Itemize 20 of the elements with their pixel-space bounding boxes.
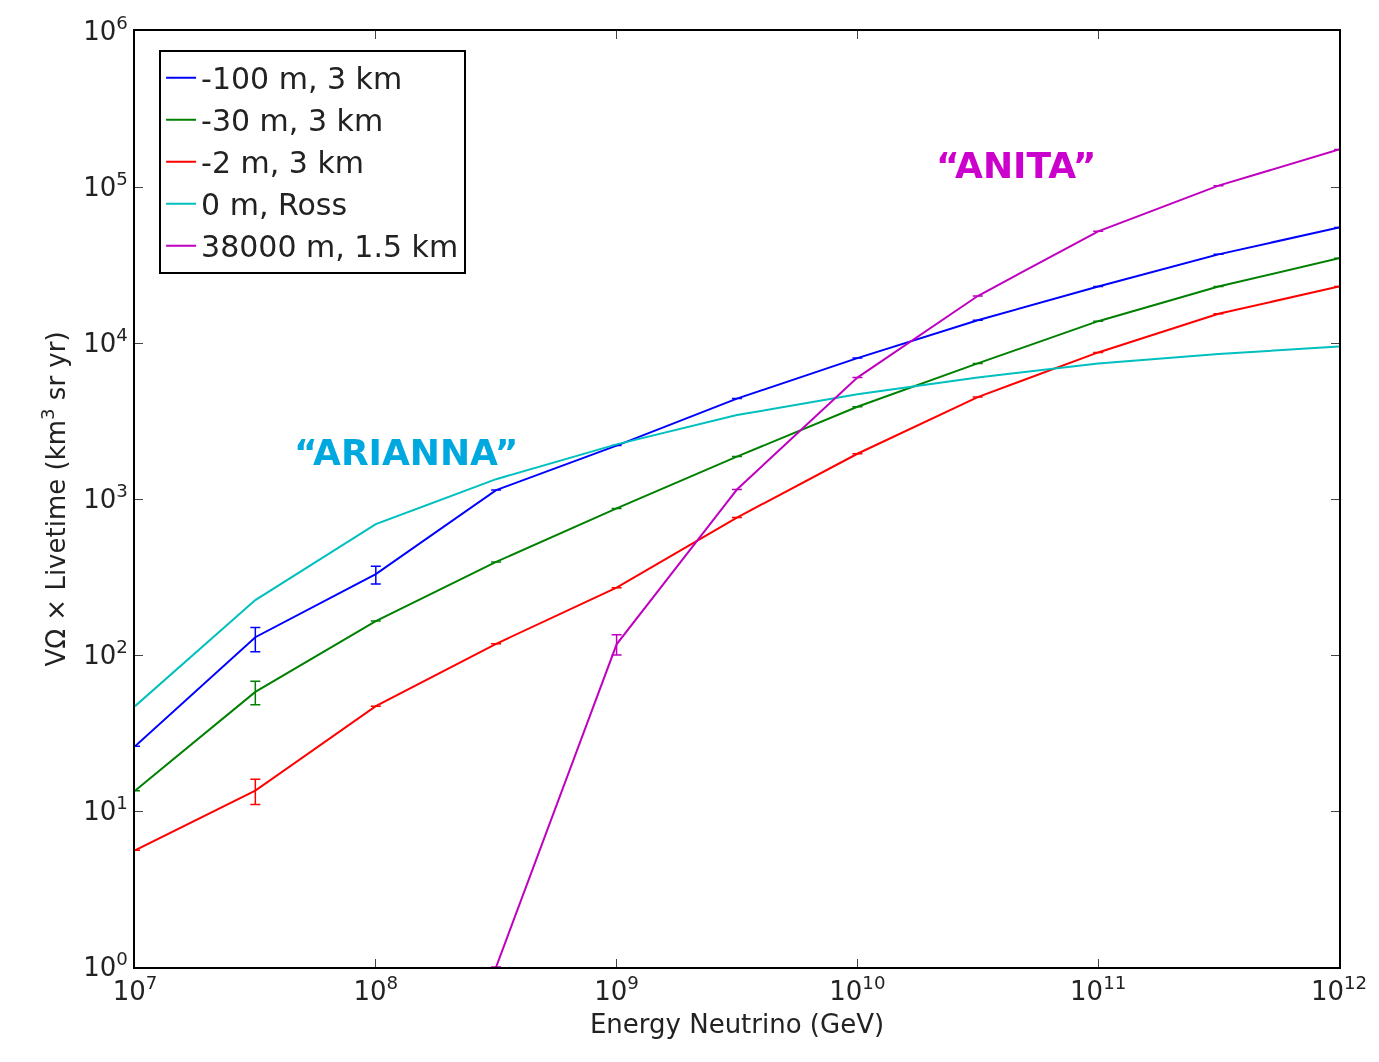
y-tick-label: 10$^{2}$: [83, 636, 128, 671]
y-tick-label: 10$^{1}$: [83, 792, 128, 827]
legend-label: -2 m, 3 km: [201, 145, 365, 181]
y-tick-label: 10$^{3}$: [83, 480, 128, 515]
annotation: “ANITA”: [936, 145, 1097, 186]
x-tick-label: 10$^{9}$: [594, 972, 639, 1007]
x-axis-title: Energy Neutrino (GeV): [589, 1009, 885, 1040]
line-series: [135, 345, 1339, 708]
legend-label: -30 m, 3 km: [201, 103, 384, 139]
legend-label: -100 m, 3 km: [201, 61, 403, 97]
x-tick-label: 10$^{11}$: [1070, 972, 1127, 1007]
y-tick-label: 10$^{6}$: [83, 12, 128, 47]
y-tick-label: 10$^{5}$: [83, 168, 128, 203]
y-tick-label: 10$^{4}$: [83, 324, 128, 359]
annotation: “ARIANNA”: [294, 432, 519, 473]
x-tick-label: 10$^{10}$: [829, 972, 886, 1007]
legend-label: 0 m, Ross: [201, 187, 348, 223]
x-tick-label: 10$^{12}$: [1310, 972, 1368, 1007]
legend-label: 38000 m, 1.5 km: [201, 229, 459, 265]
x-tick-label: 10$^{8}$: [353, 972, 399, 1007]
